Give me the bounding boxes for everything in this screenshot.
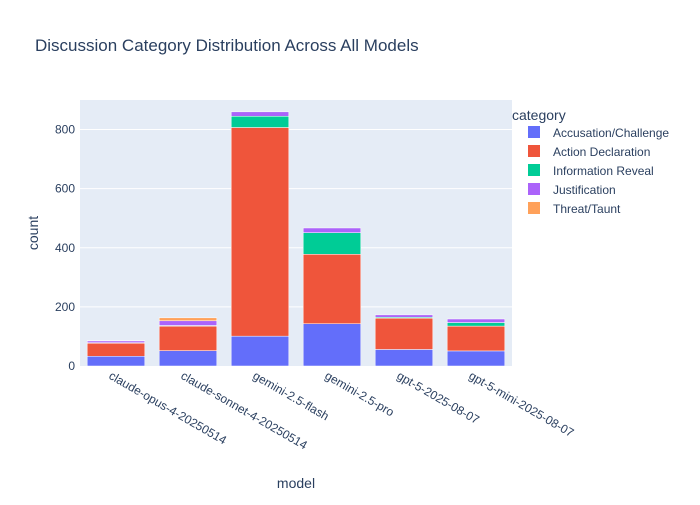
y-tick-label: 800 <box>55 123 75 137</box>
bar-segment <box>375 315 433 317</box>
bar-segment <box>375 318 433 349</box>
bar-segment <box>231 336 289 366</box>
y-tick-label: 200 <box>55 300 75 314</box>
y-tick-label: 0 <box>68 359 75 373</box>
y-tick-label: 600 <box>55 182 75 196</box>
legend-swatch <box>528 183 540 195</box>
legend-swatch <box>528 126 540 138</box>
legend-item-label: Threat/Taunt <box>553 202 621 216</box>
bar-segment <box>87 356 145 366</box>
legend-swatch <box>528 145 540 157</box>
y-axis-label: count <box>25 216 41 250</box>
y-axis-ticks: 0 200 400 600 800 <box>55 123 75 373</box>
x-tick-label: gpt-5-mini-2025-08-07 <box>467 368 577 440</box>
legend-item-label: Information Reveal <box>553 164 654 178</box>
legend-swatch <box>528 164 540 176</box>
bar-segment <box>231 127 289 336</box>
bar-segment <box>447 351 505 366</box>
bar-segment <box>303 254 361 323</box>
legend-swatch <box>528 202 540 214</box>
bar-segment <box>159 351 217 366</box>
bar-segment <box>159 326 217 351</box>
bar-segment <box>447 326 505 351</box>
x-tick-label: gemini-2.5-pro <box>323 368 397 419</box>
bar-segment <box>159 321 217 326</box>
x-tick-label: claude-opus-4-20250514 <box>107 368 230 447</box>
bar-segment <box>447 323 505 327</box>
bar-segment <box>303 324 361 366</box>
bar-segment <box>447 319 505 323</box>
bar-segment <box>87 341 145 343</box>
bar-segment <box>231 116 289 127</box>
bar-segment <box>303 233 361 255</box>
chart-title: Discussion Category Distribution Across … <box>35 36 419 55</box>
x-tick-label: claude-sonnet-4-20250514 <box>179 368 311 452</box>
bar-segment <box>87 343 145 356</box>
legend: category Accusation/Challenge Action Decl… <box>512 107 669 216</box>
x-axis-label: model <box>277 475 315 491</box>
legend-title: category <box>512 107 566 123</box>
bar-segment <box>303 228 361 233</box>
legend-item-label: Justification <box>553 183 616 197</box>
bar-segment <box>231 112 289 116</box>
bar-segment <box>159 318 217 321</box>
legend-item-label: Accusation/Challenge <box>553 126 669 140</box>
bar-segment <box>375 349 433 366</box>
x-axis-ticks: claude-opus-4-20250514claude-sonnet-4-20… <box>107 368 577 452</box>
legend-item-label: Action Declaration <box>553 145 650 159</box>
y-tick-label: 400 <box>55 241 75 255</box>
